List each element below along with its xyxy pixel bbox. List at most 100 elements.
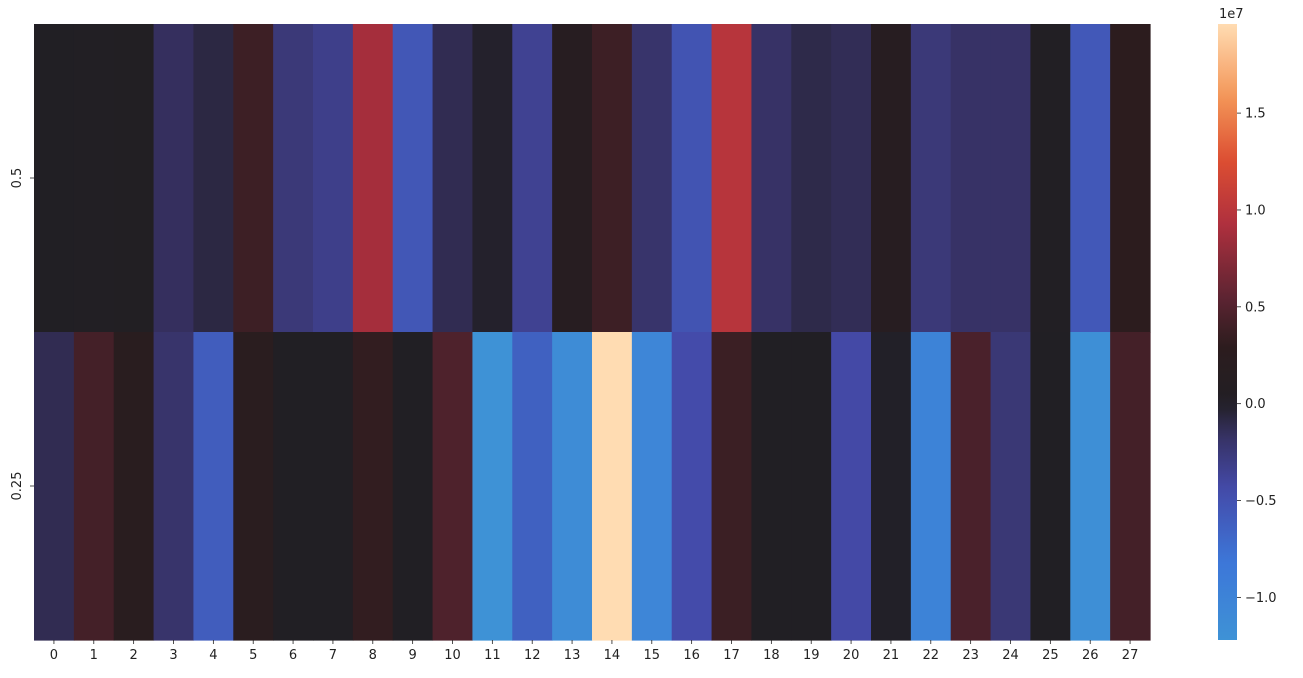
heatmap-cell-0.5-10: [432, 24, 474, 333]
x-tick-label: 0: [50, 648, 58, 663]
heatmap-cell-0.5-21: [871, 24, 912, 333]
heatmap-cell-0.25-16: [671, 332, 713, 641]
heatmap-cell-0.5-24: [990, 24, 1032, 333]
x-tick-label: 10: [444, 648, 461, 663]
colorbar: [1218, 24, 1237, 640]
x-tick-label: 15: [644, 648, 661, 663]
x-tick-label: 8: [369, 648, 377, 663]
heatmap-cell-0.5-16: [671, 24, 713, 333]
heatmap-cell-0.5-11: [472, 24, 513, 333]
x-tick-label: 18: [763, 648, 780, 663]
heatmap-cell-0.5-0: [34, 24, 75, 333]
heatmap-cell-0.25-27: [1110, 332, 1151, 641]
colorbar-tick-label: 0.5: [1245, 300, 1266, 315]
heatmap-cell-0.25-21: [871, 332, 912, 641]
heatmap-cell-0.5-18: [751, 24, 792, 333]
x-tick-label: 3: [169, 648, 177, 663]
x-axis-ticks: 0 1 2 3 4 5 6 7 8 9 10 11 12 13 14 15 16 17 18 19 20 21 22 23 24…: [50, 640, 1139, 663]
x-tick-label: 4: [209, 648, 217, 663]
x-tick-label: 19: [803, 648, 820, 663]
heatmap-cell-0.5-25: [1030, 24, 1071, 333]
heatmap-cell-0.25-13: [552, 332, 593, 641]
x-tick-label: 16: [683, 648, 700, 663]
heatmap-cells: [34, 24, 1151, 641]
heatmap-cell-0.25-22: [910, 332, 952, 641]
heatmap-cell-0.25-18: [751, 332, 792, 641]
heatmap-cell-0.25-3: [153, 332, 195, 641]
x-tick-label: 12: [524, 648, 541, 663]
heatmap-cell-0.25-11: [472, 332, 513, 641]
heatmap-cell-0.5-6: [273, 24, 314, 333]
colorbar-tick-label: −1.0: [1245, 591, 1277, 606]
x-tick-label: 14: [604, 648, 621, 663]
heatmap-cell-0.25-17: [711, 332, 753, 641]
heatmap-cell-0.5-23: [950, 24, 992, 333]
x-tick-label: 7: [329, 648, 337, 663]
colorbar-tick-label: 1.0: [1245, 203, 1266, 218]
heatmap-cell-0.5-1: [73, 24, 115, 333]
heatmap-cell-0.25-26: [1070, 332, 1111, 641]
heatmap-cell-0.5-7: [313, 24, 354, 333]
heatmap-cell-0.5-17: [711, 24, 753, 333]
x-tick-label: 1: [90, 648, 98, 663]
heatmap-cell-0.5-2: [113, 24, 155, 333]
colorbar-tick-label: 0.0: [1245, 397, 1266, 412]
x-tick-label: 21: [883, 648, 900, 663]
heatmap-cell-0.25-25: [1030, 332, 1071, 641]
heatmap-cell-0.5-27: [1110, 24, 1151, 333]
colorbar-tick-label: 1.5: [1245, 107, 1266, 122]
y-axis-ticks: 0.5 0.25: [10, 168, 34, 501]
x-tick-label: 13: [564, 648, 581, 663]
heatmap-cell-0.5-12: [512, 24, 553, 333]
x-tick-label: 5: [249, 648, 257, 663]
heatmap-cell-0.5-8: [352, 24, 394, 333]
x-tick-label: 20: [843, 648, 860, 663]
x-tick-label: 24: [1002, 648, 1019, 663]
colorbar-ticks: −1.0 −0.5 0.0 0.5 1.0 1.5: [1237, 107, 1277, 606]
heatmap-cell-0.25-14: [592, 332, 633, 641]
x-tick-label: 17: [723, 648, 740, 663]
heatmap-cell-0.5-9: [392, 24, 434, 333]
heatmap-cell-0.25-20: [831, 332, 872, 641]
x-tick-label: 6: [289, 648, 297, 663]
heatmap-cell-0.25-9: [392, 332, 434, 641]
heatmap-cell-0.25-1: [73, 332, 115, 641]
heatmap-cell-0.25-4: [193, 332, 234, 641]
x-tick-label: 9: [409, 648, 417, 663]
heatmap-cell-0.25-7: [313, 332, 354, 641]
heatmap-cell-0.25-23: [950, 332, 992, 641]
heatmap-cell-0.25-15: [631, 332, 673, 641]
heatmap-cell-0.5-4: [193, 24, 234, 333]
heatmap-cell-0.25-19: [791, 332, 832, 641]
x-tick-label: 27: [1122, 648, 1139, 663]
heatmap-cell-0.5-22: [910, 24, 952, 333]
heatmap-cell-0.5-19: [791, 24, 832, 333]
x-tick-label: 25: [1042, 648, 1059, 663]
x-tick-label: 23: [962, 648, 979, 663]
heatmap-cell-0.25-2: [113, 332, 155, 641]
x-tick-label: 22: [923, 648, 940, 663]
heatmap-cell-0.5-14: [592, 24, 633, 333]
heatmap-cell-0.25-24: [990, 332, 1032, 641]
heatmap-cell-0.5-5: [233, 24, 274, 333]
heatmap-cell-0.25-0: [34, 332, 75, 641]
x-tick-label: 2: [130, 648, 138, 663]
colorbar-tick-label: −0.5: [1245, 494, 1277, 509]
x-tick-label: 26: [1082, 648, 1099, 663]
heatmap-cell-0.5-15: [631, 24, 673, 333]
heatmap-cell-0.5-26: [1070, 24, 1111, 333]
heatmap-cell-0.25-10: [432, 332, 474, 641]
heatmap-cell-0.5-3: [153, 24, 195, 333]
heatmap-cell-0.25-5: [233, 332, 274, 641]
heatmap-cell-0.25-8: [352, 332, 394, 641]
heatmap-cell-0.5-13: [552, 24, 593, 333]
y-tick-label: 0.25: [10, 472, 25, 501]
heatmap-cell-0.25-6: [273, 332, 314, 641]
heatmap-cell-0.5-20: [831, 24, 872, 333]
x-tick-label: 11: [484, 648, 501, 663]
y-tick-label: 0.5: [10, 168, 25, 189]
heatmap-cell-0.25-12: [512, 332, 553, 641]
colorbar-offset-label: 1e7: [1219, 7, 1244, 22]
